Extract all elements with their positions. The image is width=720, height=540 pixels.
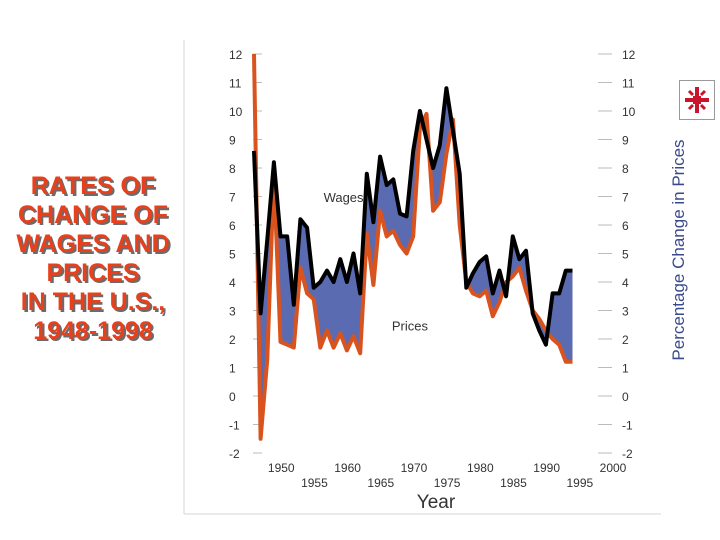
x-tick-label: 1980 [467, 461, 494, 475]
y-tick-label-left: 10 [229, 105, 243, 119]
y-tick-label-left: 8 [229, 162, 236, 176]
y-tick-label-left: 12 [229, 48, 243, 62]
y-tick-label-right: 7 [622, 191, 629, 205]
y-tick-label-right: 4 [622, 276, 629, 290]
y-tick-label-right: 1 [622, 362, 629, 376]
y-tick-label-right: 3 [622, 305, 629, 319]
x-tick-label: 1995 [566, 476, 593, 490]
y-tick-label-right: 6 [622, 219, 629, 233]
y-tick-label-left: 1 [229, 362, 236, 376]
series-annotation: Prices [392, 318, 429, 333]
wages-series-line [252, 86, 573, 347]
title-line: PRICES [46, 259, 140, 287]
x-tick-label: 1990 [533, 461, 560, 475]
x-axis-label: Year [417, 492, 456, 513]
y-tick-label-right: 5 [622, 248, 629, 262]
title-line: RATES OF [30, 172, 156, 200]
title-line: IN THE U.S., [20, 288, 166, 316]
slide-title: RATES OF CHANGE OF WAGES AND PRICES IN THE U… [0, 172, 186, 346]
tick-marks [253, 53, 612, 454]
y-tick-label-right: 9 [622, 134, 629, 148]
y-tick-label-left: 11 [229, 77, 242, 91]
y-tick-label-left: 5 [229, 248, 236, 262]
logo-icon [679, 80, 715, 120]
x-tick-label: 1960 [334, 461, 361, 475]
y-tick-label-left: 6 [229, 219, 236, 233]
x-tick-label: 1950 [268, 461, 295, 475]
y-tick-label-left: -1 [229, 419, 240, 433]
y-tick-label-left: -2 [229, 447, 240, 461]
y-tick-label-right: 11 [622, 77, 635, 91]
y-tick-label-left: 4 [229, 276, 236, 290]
y-tick-label-left: 9 [229, 134, 236, 148]
y-tick-label-left: 2 [229, 333, 236, 347]
y-tick-label-left: 7 [229, 191, 236, 205]
series-annotation: Wages [324, 190, 364, 205]
y-axis-right-label: Percentage Change in Prices [669, 139, 688, 360]
y-tick-label-right: -1 [622, 419, 633, 433]
series-annotations: Wages Prices [324, 190, 429, 333]
title-line: WAGES AND [16, 230, 170, 258]
x-tick-label: 1965 [367, 476, 394, 490]
x-tick-label: 2000 [600, 461, 627, 475]
y-tick-label-right: 12 [622, 48, 636, 62]
y-tick-label-right: 10 [622, 105, 636, 119]
x-tick-label: 1985 [500, 476, 527, 490]
title-line: 1948-1998 [33, 317, 153, 345]
prices-series-line [252, 53, 573, 441]
x-tick-label: 1970 [401, 461, 428, 475]
y-tick-label-right: 0 [622, 390, 629, 404]
title-line: CHANGE OF [18, 201, 168, 229]
y-tick-label-right: 2 [622, 333, 629, 347]
y-tick-label-left: 0 [229, 390, 236, 404]
x-tick-label: 1955 [301, 476, 328, 490]
y-tick-label-right: 8 [622, 162, 629, 176]
x-axis-ticks: 1950 1960 1970 1980 1990 2000 1955 1965 1975 1985… [268, 461, 627, 490]
y-tick-label-right: -2 [622, 447, 633, 461]
y-tick-label-left: 3 [229, 305, 236, 319]
x-tick-label: 1975 [434, 476, 461, 490]
